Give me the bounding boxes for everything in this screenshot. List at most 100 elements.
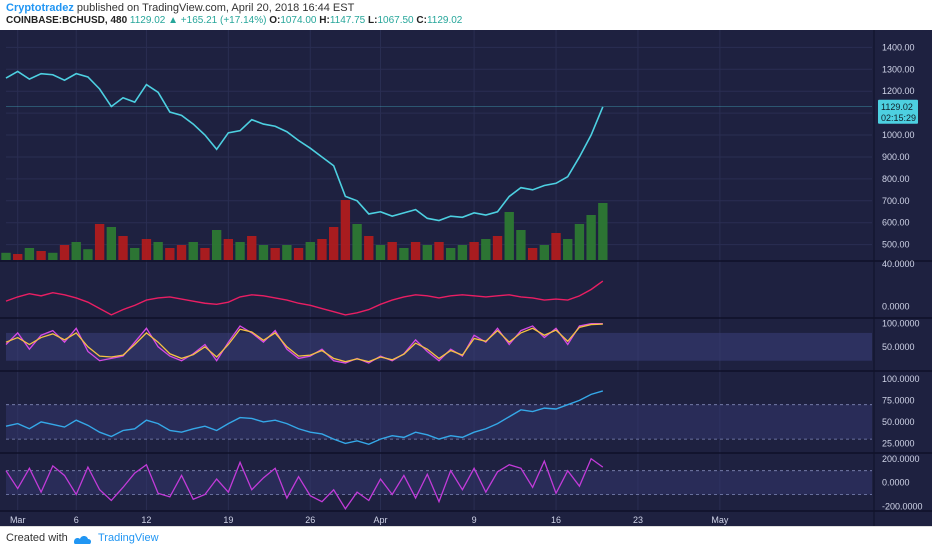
volume-bar [1,252,11,260]
volume-bar [410,242,421,260]
price-line [5,70,604,222]
open-label: O: [269,15,281,26]
created-with-text: Created with [6,532,68,544]
volume-bar [364,236,374,260]
price-tick-label: 1400.00 [882,42,915,52]
volume-bar [13,254,23,260]
volume-bar [118,236,128,260]
volume-bar [492,236,503,260]
date-tick-label: Apr [373,515,387,525]
date-tick-label: 19 [223,515,233,525]
cci-line [5,457,604,510]
rsi-tick-label: 50.0000 [882,417,915,427]
price-tick-label: 1000.00 [882,130,915,140]
close-value: 1129.02 [426,15,463,26]
price-badge-countdown: 02:15:29 [881,113,916,123]
date-tick-label: 16 [551,515,561,525]
cci-tick-label: 0.0000 [882,478,910,488]
volume-bar [563,239,573,260]
cci-tick-label: 200.0000 [882,454,920,464]
volume-bar [36,251,46,260]
tradingview-brand[interactable]: TradingView [98,532,159,544]
volume-bar [469,242,479,260]
oscillator-tick-label: 0.0000 [882,301,910,311]
volume-bar [293,248,304,260]
volume-bar [270,248,280,260]
chart-svg[interactable]: 1400.001300.001200.001100.001000.00900.0… [0,30,932,526]
volume-bar [141,239,152,260]
rsi-tick-label: 100.0000 [882,374,920,384]
volume-bar [422,245,432,260]
price-tick-label: 800.00 [882,174,910,184]
volume-bar [165,248,175,260]
rsi-tick-label: 75.0000 [882,395,915,405]
author-link[interactable]: Cryptotradez [6,2,74,14]
volume-bar [317,239,327,260]
volume-bar [24,248,35,260]
rsi-line [5,390,604,446]
high-value: 1147.75 [329,15,366,26]
volume-bar [434,242,444,260]
tradingview-logo-icon [74,536,92,544]
volume-bar [399,248,409,260]
volume-bar [59,245,70,260]
volume-bar [539,245,550,260]
date-tick-label: 9 [472,515,477,525]
date-tick-label: 26 [305,515,315,525]
volume-bar [83,249,93,260]
rsi-tick-label: 25.0000 [882,438,915,448]
volume-bar [598,203,608,260]
volume-bar [516,230,526,260]
volume-bar [71,242,81,260]
volume-bar [176,245,187,260]
price-tick-label: 900.00 [882,152,910,162]
rsi-band [6,404,872,440]
low-label: L: [368,15,378,26]
price-change: +165.21 (+17.14%) [180,15,267,26]
price-tick-label: 1200.00 [882,86,915,96]
volume-bar [106,227,117,260]
high-label: H: [319,15,330,26]
stochastic-d-line [5,323,603,363]
price-badge [878,99,918,124]
volume-bar [446,248,456,260]
chart-header: Cryptotradez published on TradingView.co… [0,0,932,30]
volume-bar [48,252,58,260]
stochastic-tick-label: 50.0000 [882,342,915,352]
volume-bar [211,230,222,260]
volume-bar [223,239,234,260]
volume-bar [375,245,386,260]
volume-bar [574,224,585,260]
volume-bar [188,242,198,260]
volume-bar [481,239,491,260]
cci-band [6,470,872,495]
up-arrow-icon: ▲ [168,15,179,26]
volume-bar [153,242,163,260]
oscillator-line [5,280,604,316]
footer: Created with TradingView [0,526,932,551]
open-value: 1074.00 [280,15,317,26]
stochastic-band [6,332,872,361]
price-badge-value: 1129.02 [881,102,913,112]
price-tick-label: 1300.00 [882,64,915,74]
date-tick-label: 12 [141,515,151,525]
chart-area[interactable]: 1400.001300.001200.001100.001000.00900.0… [0,30,932,526]
volume-bar [305,242,315,260]
volume-bar [247,236,257,260]
oscillator-tick-label: 40.0000 [882,259,915,269]
price-tick-label: 500.00 [882,240,910,250]
date-tick-label: May [711,515,729,525]
volume-bar [258,245,269,260]
symbol-label: COINBASE:BCHUSD, 480 [6,15,128,26]
volume-bar [282,245,292,260]
date-tick-label: 6 [74,515,79,525]
low-value: 1067.50 [377,15,414,26]
volume-bar [130,248,140,260]
volume-bar [340,200,351,260]
stochastic-tick-label: 100.0000 [882,319,920,329]
price-tick-label: 600.00 [882,218,910,228]
volume-bar [457,245,468,260]
price-tick-label: 700.00 [882,196,910,206]
volume-bar [352,224,362,260]
publication-line: Cryptotradez published on TradingView.co… [6,2,354,14]
